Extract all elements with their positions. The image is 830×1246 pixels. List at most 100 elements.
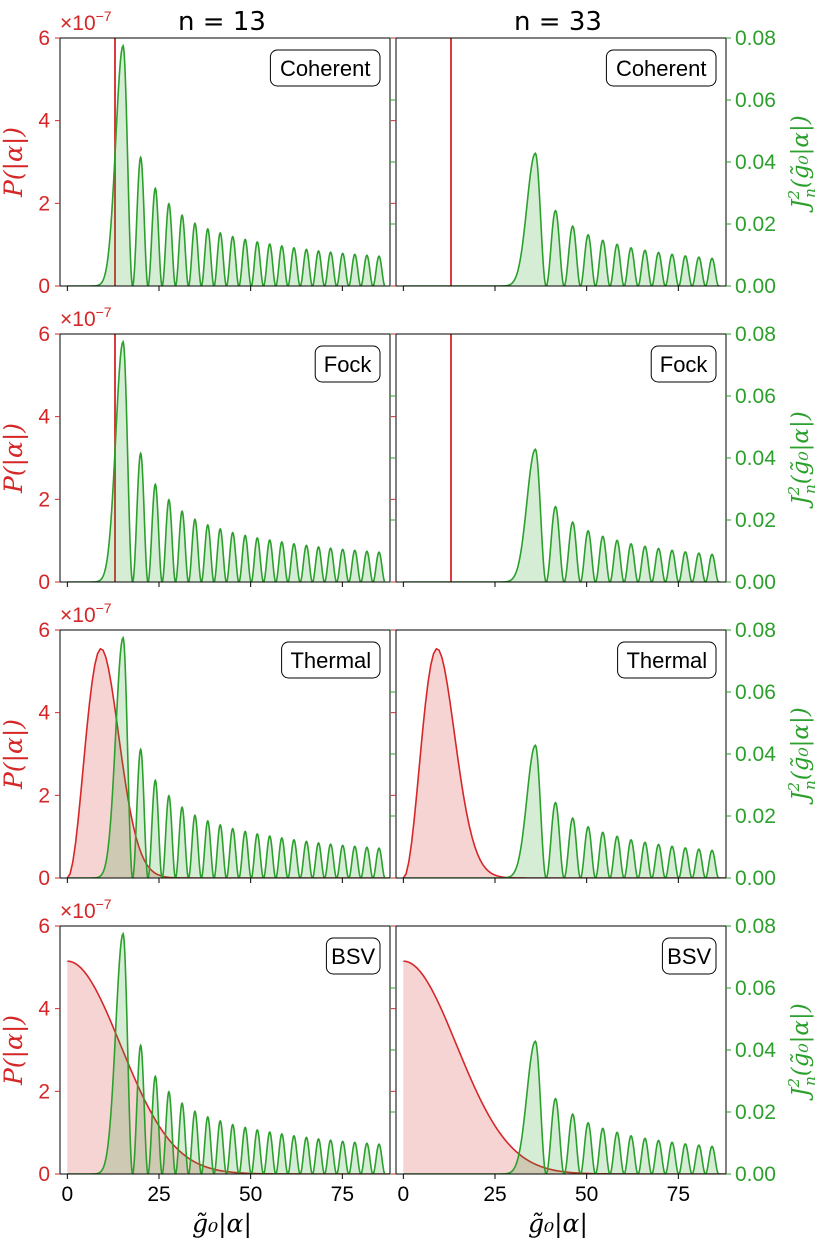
distribution-curve [67, 960, 390, 1174]
right-tick-label: 0.06 [735, 681, 776, 704]
right-axis-label-rest: (g̃₀|α|) [788, 411, 814, 484]
bessel-fill [495, 153, 721, 286]
state-badge-label: Fock [660, 352, 709, 377]
bessel-fill [87, 637, 385, 878]
right-tick-label: 0.04 [735, 743, 776, 766]
bessel-curve [67, 43, 386, 286]
right-axis-label-main: J [788, 198, 814, 213]
y-multiplier-exponent: −7 [96, 8, 112, 24]
right-axis-label: J2n(g̃₀|α|) [785, 411, 819, 508]
right-tick-label: 0.06 [735, 385, 776, 408]
state-badge [650, 345, 717, 383]
y-multiplier-exponent: −7 [96, 896, 112, 912]
right-tick-label: 0.06 [735, 89, 776, 112]
left-tick-label: 4 [38, 702, 50, 725]
right-tick-label: 0.02 [735, 213, 776, 236]
right-axis-label: J2n(g̃₀|α|) [785, 707, 819, 804]
left-tick-label: 2 [38, 488, 50, 511]
panel-bsv-n33: 0 25 50 75 0.00 0.02 0.04 0.06 0.08 BSV J2n(g̃₀|α|… [391, 915, 819, 1206]
right-axis-label-sub: n [801, 188, 819, 198]
right-tick-label: 0.08 [735, 915, 776, 938]
x-axis-label-right: g̃₀|α| [528, 1209, 588, 1239]
plot-area [403, 38, 721, 286]
plot-area [403, 334, 721, 582]
right-axis-label-main: J [788, 790, 814, 805]
left-tick-label: 4 [38, 998, 50, 1021]
state-badge [269, 49, 381, 87]
state-badge-label: Coherent [280, 56, 371, 81]
right-tick-label: 0.04 [735, 151, 776, 174]
bessel-curve [403, 1040, 721, 1174]
state-badge [281, 641, 381, 679]
x-tick-label: 50 [239, 1183, 262, 1206]
panel-fock-n13: 0 2 4 6 Fock ×10−7 P(|α|) [0, 304, 395, 594]
right-axis-label: J2n(g̃₀|α|) [785, 1003, 819, 1100]
right-tick-label: 0.04 [735, 1039, 776, 1062]
left-tick-label: 6 [38, 619, 50, 642]
right-tick-label: 0.02 [735, 509, 776, 532]
state-badge [605, 49, 717, 87]
right-axis-label-sub: n [801, 484, 819, 494]
left-axis-label: P(|α|) [0, 423, 29, 494]
right-axis-label-sub: n [801, 1076, 819, 1086]
state-badge [325, 937, 381, 975]
right-tick-label: 0.02 [735, 1101, 776, 1124]
bessel-fill [495, 1041, 721, 1174]
right-axis-label-rest: (g̃₀|α|) [788, 115, 814, 188]
plot-area [67, 931, 390, 1174]
right-axis-label-rest: (g̃₀|α|) [788, 1003, 814, 1076]
state-badge [314, 345, 381, 383]
right-tick-label: 0.00 [735, 275, 776, 298]
state-badge-label: Thermal [626, 648, 707, 673]
y-multiplier-base: ×10 [60, 12, 96, 35]
plot-area [67, 334, 386, 582]
x-tick-label: 0 [61, 1183, 73, 1206]
distribution-fill [67, 648, 390, 878]
column-title-left: n = 13 [178, 7, 266, 37]
right-tick-label: 0.08 [735, 619, 776, 642]
right-tick-label: 0.08 [735, 323, 776, 346]
right-axis-label-sup: 2 [785, 486, 803, 497]
bessel-curve [403, 744, 721, 878]
state-badge-label: Coherent [616, 56, 707, 81]
left-tick-label: 6 [38, 27, 50, 50]
left-tick-label: 6 [38, 915, 50, 938]
distribution-curve [403, 960, 726, 1174]
panel-bsv-n13: 0 25 50 75 0 2 4 6 BSV ×10−7 P(|α|) [0, 896, 395, 1206]
y-multiplier: ×10−7 [60, 304, 112, 331]
left-tick-label: 0 [38, 867, 50, 890]
right-tick-label: 0.00 [735, 571, 776, 594]
y-multiplier-base: ×10 [60, 308, 96, 331]
right-tick-label: 0.00 [735, 1163, 776, 1186]
bessel-curve [403, 152, 721, 286]
state-badge-label: Fock [324, 352, 373, 377]
right-tick-label: 0.08 [735, 27, 776, 50]
plot-area [403, 960, 726, 1174]
distribution-curve [66, 647, 390, 878]
y-multiplier-exponent: −7 [96, 600, 112, 616]
bessel-fill [495, 745, 721, 878]
y-multiplier-exponent: −7 [96, 304, 112, 320]
panel-fock-n33: 0.00 0.02 0.04 0.06 0.08 Fock J2n(g̃₀|α|) [391, 323, 819, 594]
x-axis-label-left: g̃₀|α| [192, 1209, 252, 1239]
left-axis-label: P(|α|) [0, 719, 29, 790]
bessel-fill [87, 933, 385, 1174]
bessel-fill [495, 449, 721, 582]
left-tick-label: 6 [38, 323, 50, 346]
column-title-right: n = 33 [514, 7, 602, 37]
right-axis-label-sup: 2 [785, 782, 803, 793]
bessel-curve [67, 635, 386, 878]
right-axis-label-main: J [788, 494, 814, 509]
plot-area [66, 635, 390, 878]
right-axis-label-sup: 2 [785, 1078, 803, 1089]
plot-area [402, 647, 726, 878]
bessel-fill [87, 341, 385, 582]
right-axis-label-sub: n [801, 780, 819, 790]
x-tick-label: 75 [331, 1183, 354, 1206]
bessel-curve [67, 339, 386, 582]
distribution-fill [67, 961, 390, 1174]
x-tick-label: 50 [575, 1183, 598, 1206]
left-tick-label: 4 [38, 110, 50, 133]
left-tick-label: 2 [38, 192, 50, 215]
